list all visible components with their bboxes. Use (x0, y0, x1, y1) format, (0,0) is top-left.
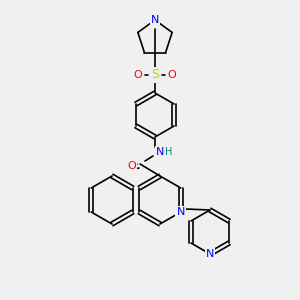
Text: N: N (156, 147, 164, 157)
Text: O: O (134, 70, 142, 80)
Text: N: N (177, 207, 185, 217)
Text: H: H (165, 147, 173, 157)
Text: S: S (151, 68, 159, 82)
Text: N: N (151, 15, 159, 25)
Text: O: O (128, 161, 136, 171)
Text: O: O (168, 70, 176, 80)
Text: N: N (206, 249, 214, 259)
